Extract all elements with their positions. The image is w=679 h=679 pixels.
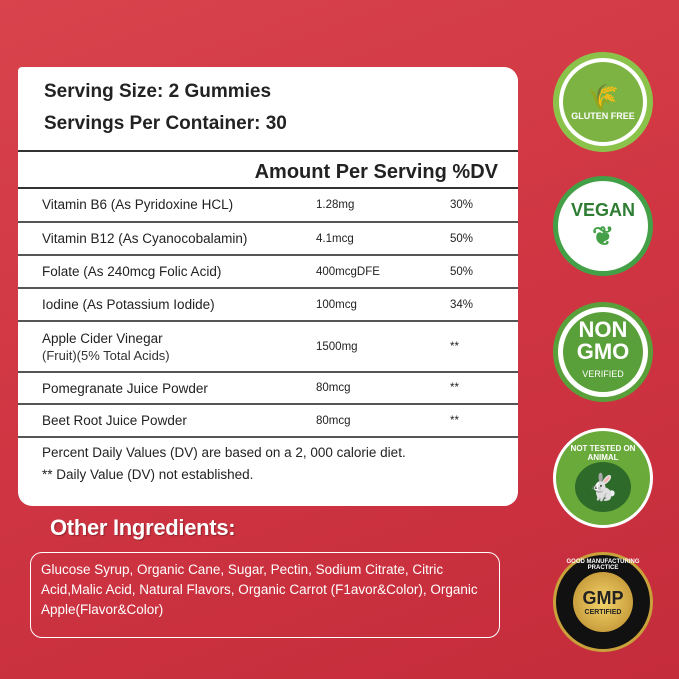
row-divider <box>18 287 518 289</box>
nutrient-amount: 100mcg <box>316 298 357 311</box>
wheat-icon: 🌾 <box>586 82 620 112</box>
supplement-facts-panel: Serving Size: 2 Gummies Servings Per Con… <box>18 67 518 506</box>
gluten-free-label: GLUTEN FREE <box>571 111 635 121</box>
nutrient-row: Beet Root Juice Powder 80mcg ** <box>18 404 518 437</box>
footnote-not-established: ** Daily Value (DV) not established. <box>42 467 254 482</box>
nutrient-dv: ** <box>450 414 459 427</box>
nutrient-amount: 400mcgDFE <box>316 265 380 278</box>
nutrient-amount: 4.1mcg <box>316 232 354 245</box>
nutrient-name: Vitamin B6 (As Pyridoxine HCL) <box>42 196 233 213</box>
servings-per-container: Servings Per Container: 30 <box>44 113 287 134</box>
leaf-icon: ❦ <box>592 221 614 251</box>
non-label: NON <box>578 317 628 342</box>
row-divider <box>18 254 518 256</box>
serving-size: Serving Size: 2 Gummies <box>44 81 272 102</box>
gmp-badge: GOOD MANUFACTURING PRACTICE GMP CERTIFIE… <box>553 552 653 652</box>
nutrient-dv: 50% <box>450 232 474 245</box>
nutrient-amount: 1500mg <box>316 340 358 353</box>
nutrient-name: Folate (As 240mcg Folic Acid) <box>42 263 221 280</box>
row-divider <box>18 320 518 322</box>
nutrient-name: Pomegranate Juice Powder <box>42 380 208 397</box>
other-ingredients-box: Glucose Syrup, Organic Cane, Sugar, Pect… <box>30 552 500 638</box>
nutrient-name-text: Beet Root Juice Powder <box>42 413 187 428</box>
nutrient-row: Vitamin B6 (As Pyridoxine HCL) 1.28mg 30% <box>18 187 518 222</box>
nutrient-row: Folate (As 240mcg Folic Acid) 400mcgDFE 50… <box>18 255 518 288</box>
divider <box>18 187 518 189</box>
row-divider <box>18 371 518 373</box>
rabbit-icon: 🐇 <box>575 462 631 512</box>
nutrient-amount: 80mcg <box>316 414 351 427</box>
nutrient-amount: 1.28mg <box>316 198 355 211</box>
non-gmo-badge: NON GMO VERIFIED <box>553 302 653 402</box>
nutrient-row: Vitamin B12 (As Cyanocobalamin) 4.1mcg 50% <box>18 222 518 255</box>
row-divider <box>18 221 518 223</box>
certified-label: CERTIFIED <box>584 609 622 616</box>
gmo-label: GMO <box>576 339 630 364</box>
nutrient-row: Iodine (As Potassium Iodide) 100mcg 34% <box>18 288 518 321</box>
nutrient-dv: 30% <box>450 198 474 211</box>
nutrient-row: Apple Cider Vinegar (Fruit)(5% Total Acid… <box>18 321 518 372</box>
gmp-ring-text: GOOD MANUFACTURING PRACTICE <box>566 559 640 571</box>
not-tested-label: NOT TESTED ON ANIMAL <box>570 444 636 462</box>
nutrient-dv: 50% <box>450 265 474 278</box>
nutrient-name: Vitamin B12 (As Cyanocobalamin) <box>42 230 247 247</box>
nutrient-name-text: Folate (As 240mcg Folic Acid) <box>42 264 222 279</box>
vegan-badge: VEGAN ❦ <box>553 176 653 276</box>
gmp-label: GMP <box>582 588 624 608</box>
nutrient-name: Beet Root Juice Powder <box>42 412 187 429</box>
not-tested-on-animals-badge: NOT TESTED ON ANIMAL 🐇 <box>553 428 653 528</box>
nutrient-name: Iodine (As Potassium Iodide) <box>42 296 215 313</box>
row-divider <box>18 436 518 438</box>
nutrient-dv: ** <box>450 340 459 353</box>
divider <box>18 150 518 152</box>
gluten-free-badge: 🌾 GLUTEN FREE <box>553 52 653 152</box>
nutrient-name: Apple Cider Vinegar (Fruit)(5% Total Acid… <box>42 330 170 364</box>
nutrient-name-text: Iodine (As Potassium Iodide) <box>42 297 215 312</box>
nutrient-name-text: Apple Cider Vinegar <box>42 330 163 346</box>
footnote-dv: Percent Daily Values (DV) are based on a… <box>42 445 406 460</box>
verified-label: VERIFIED <box>582 369 624 379</box>
nutrient-dv: ** <box>450 382 459 394</box>
other-ingredients-text: Glucose Syrup, Organic Cane, Sugar, Pect… <box>41 562 478 617</box>
nutrient-name-text: Pomegranate Juice Powder <box>42 380 208 396</box>
nutrient-amount: 80mcg <box>316 382 351 394</box>
nutrient-name-text: Vitamin B6 (As Pyridoxine HCL) <box>42 197 234 212</box>
vegan-label: VEGAN <box>570 200 635 220</box>
nutrient-name-text: Vitamin B12 (As Cyanocobalamin) <box>42 231 248 246</box>
amount-header: Amount Per Serving %DV <box>254 161 498 183</box>
row-divider <box>18 403 518 405</box>
nutrient-dv: 34% <box>450 298 474 311</box>
nutrient-subtext: (Fruit)(5% Total Acids) <box>42 347 170 363</box>
nutrient-row: Pomegranate Juice Powder 80mcg ** <box>18 372 518 404</box>
other-ingredients-title: Other Ingredients: <box>50 515 236 540</box>
